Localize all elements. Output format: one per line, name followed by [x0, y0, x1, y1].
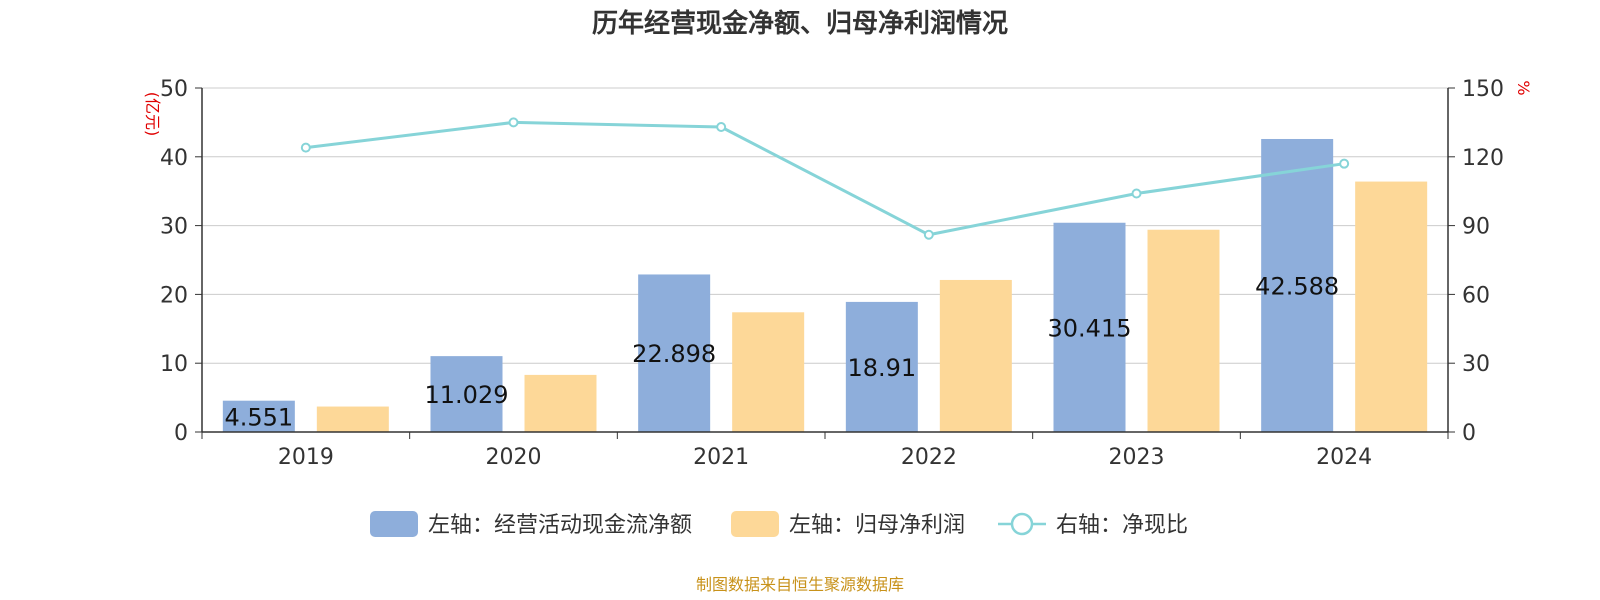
right-axis-tick-label: 60 — [1462, 283, 1490, 308]
data-label: 30.415 — [1048, 314, 1132, 342]
right-axis-tick-label: 120 — [1462, 146, 1504, 171]
bar-operating-cashflow — [1053, 222, 1126, 432]
legend-label-net-profit: 左轴：归母净利润 — [789, 513, 965, 538]
legend-swatch-net-cash-ratio-marker — [1010, 512, 1034, 536]
legend-swatch-net-profit — [731, 511, 779, 537]
x-axis-tick-label: 2022 — [901, 445, 957, 470]
right-axis-unit: % — [1514, 80, 1533, 95]
x-axis-tick-label: 2024 — [1316, 445, 1372, 470]
data-label: 11.029 — [425, 381, 509, 409]
axes: 0 10 20 30 40 50 0 30 60 90 120 150 (亿元)% 2019 2020 202… — [143, 77, 1533, 470]
right-axis-tick-label: 90 — [1462, 215, 1490, 240]
gridlines — [202, 87, 1448, 364]
x-axis-tick-label: 2021 — [693, 445, 749, 470]
data-label: 42.588 — [1255, 272, 1339, 300]
bars — [222, 138, 1428, 432]
bar-net-profit — [1147, 229, 1220, 432]
left-axis-tick-label: 20 — [160, 283, 188, 308]
line-point — [923, 229, 934, 240]
data-label: 4.551 — [224, 403, 293, 431]
x-axis-tick-label: 2023 — [1109, 445, 1165, 470]
data-labels: 4.551 11.029 22.898 18.91 30.415 42.588 — [224, 272, 1339, 431]
right-axis-tick-label: 0 — [1462, 421, 1476, 446]
legend-swatch-operating-cashflow — [370, 511, 418, 537]
right-axis-tick-label: 30 — [1462, 352, 1490, 377]
line-series — [300, 117, 1350, 240]
bar-net-profit — [316, 406, 389, 432]
line-net-cash-ratio — [305, 120, 1345, 237]
bar-net-profit — [939, 279, 1012, 432]
legend-label-net-cash-ratio: 右轴：净现比 — [1056, 513, 1188, 538]
right-axis-tick-label: 150 — [1462, 77, 1504, 102]
left-axis-tick-label: 0 — [174, 421, 188, 446]
left-axis-tick-label: 40 — [160, 146, 188, 171]
source-note: 制图数据来自恒生聚源数据库 — [696, 575, 904, 594]
line-point — [1339, 158, 1350, 169]
line-point — [508, 117, 519, 128]
left-axis-unit: (亿元) — [143, 92, 162, 137]
line-point — [1131, 188, 1142, 199]
bar-operating-cashflow — [1261, 138, 1334, 432]
bar-net-profit — [1355, 181, 1428, 432]
x-axis-tick-label: 2020 — [486, 445, 542, 470]
data-label: 22.898 — [632, 340, 716, 368]
x-axis-tick-label: 2019 — [278, 445, 334, 470]
left-axis-tick-label: 50 — [160, 77, 188, 102]
bar-operating-cashflow — [638, 274, 711, 432]
bar-operating-cashflow — [845, 301, 918, 432]
legend-label-operating-cashflow: 左轴：经营活动现金流净额 — [428, 513, 692, 538]
bar-operating-cashflow — [222, 400, 295, 432]
bar-net-profit — [732, 312, 805, 432]
bar-operating-cashflow — [430, 356, 503, 432]
line-point — [716, 121, 727, 132]
chart-title: 历年经营现金净额、归母净利润情况 — [592, 8, 1008, 39]
legend: 左轴：经营活动现金流净额 左轴：归母净利润 右轴：净现比 — [370, 511, 1188, 538]
data-label: 18.91 — [847, 354, 916, 382]
left-axis-tick-label: 30 — [160, 215, 188, 240]
line-point — [300, 142, 311, 153]
bar-net-profit — [524, 374, 597, 432]
left-axis-tick-label: 10 — [160, 352, 188, 377]
